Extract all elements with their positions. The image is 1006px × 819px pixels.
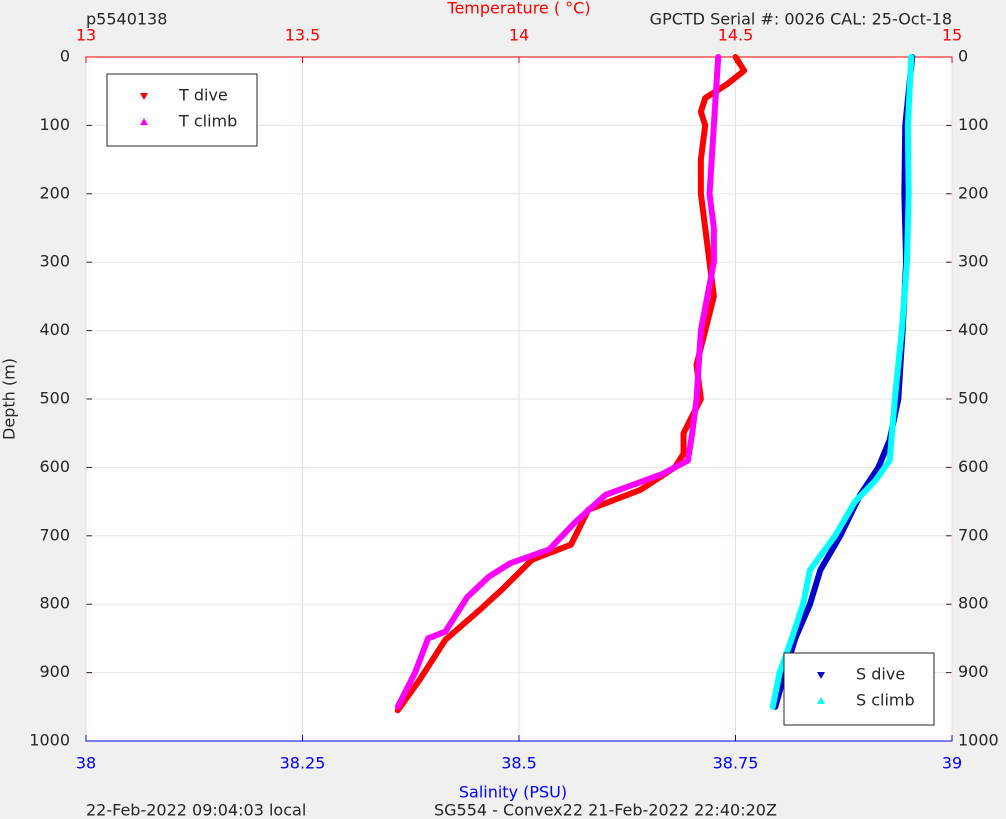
series-line — [769, 54, 915, 710]
legend-label: S dive — [856, 665, 905, 684]
x-bottom-tick-label: 38.75 — [713, 754, 759, 773]
y-tick-label: 0 — [60, 47, 70, 66]
legend-marker — [817, 697, 825, 704]
x-top-tick-label: 14 — [509, 26, 529, 45]
y2-tick-label: 700 — [958, 525, 989, 544]
y-label: Depth (m) — [0, 358, 19, 440]
title-left: p5540138 — [86, 10, 167, 29]
y2-tick-label: 900 — [958, 662, 989, 681]
y2-tick-label: 600 — [958, 457, 989, 476]
x-bottom-tick-label: 39 — [942, 754, 962, 773]
y2-tick-label: 300 — [958, 252, 989, 271]
y2-tick-label: 0 — [958, 47, 968, 66]
x-bottom-label: Salinity (PSU) — [459, 783, 567, 802]
x-top-tick-label: 13 — [76, 26, 96, 45]
legend-label: S climb — [856, 691, 915, 710]
y-tick-label: 1000 — [29, 731, 70, 750]
footer-left: 22-Feb-2022 09:04:03 local — [86, 801, 306, 819]
y2-tick-label: 100 — [958, 115, 989, 134]
x-top-tick-label: 14.5 — [718, 26, 754, 45]
x-bottom-tick-label: 38 — [76, 754, 96, 773]
footer-right: SG554 - Convex22 21-Feb-2022 22:40:20Z — [434, 801, 777, 819]
y-tick-label: 500 — [39, 389, 70, 408]
y2-tick-label: 500 — [958, 389, 989, 408]
x-bottom-tick-label: 38.25 — [280, 754, 326, 773]
legend-box — [783, 652, 935, 726]
legend-marker — [140, 93, 148, 100]
y-tick-label: 200 — [39, 183, 70, 202]
y-tick-label: 100 — [39, 115, 70, 134]
y-tick-label: 300 — [39, 252, 70, 271]
y-tick-label: 600 — [39, 457, 70, 476]
title-right: GPCTD Serial #: 0026 CAL: 25-Oct-18 — [650, 10, 952, 29]
y2-tick-label: 200 — [958, 183, 989, 202]
y-tick-label: 800 — [39, 594, 70, 613]
y2-tick-label: 800 — [958, 594, 989, 613]
x-top-label: Temperature ( °C) — [446, 0, 590, 18]
legend-label: T dive — [178, 86, 228, 105]
y-tick-label: 400 — [39, 320, 70, 339]
x-top-tick-label: 13.5 — [285, 26, 321, 45]
series-line — [772, 54, 916, 710]
legend-marker — [817, 672, 825, 679]
y2-tick-label: 400 — [958, 320, 989, 339]
x-top-tick-label: 15 — [942, 26, 962, 45]
y2-tick-label: 1000 — [958, 731, 999, 750]
x-bottom-tick-label: 38.5 — [501, 754, 537, 773]
y-tick-label: 900 — [39, 662, 70, 681]
legend-marker — [140, 118, 148, 125]
legend-box — [106, 73, 258, 147]
series-line — [394, 54, 722, 710]
legend-label: T climb — [178, 112, 237, 131]
y-tick-label: 700 — [39, 525, 70, 544]
